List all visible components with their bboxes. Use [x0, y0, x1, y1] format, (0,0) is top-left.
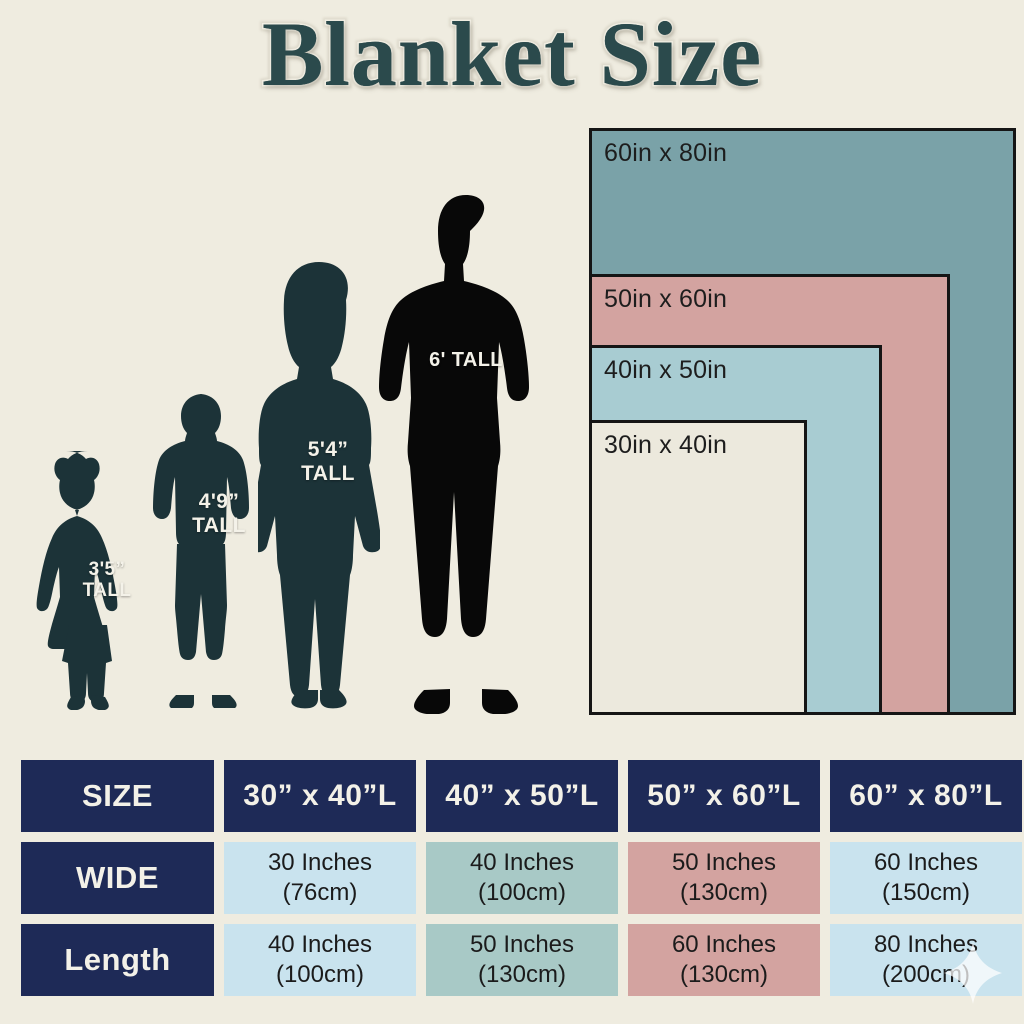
- table-rowheader-size: SIZE: [21, 760, 214, 832]
- silhouette-man: 6' TALL: [376, 193, 556, 714]
- silhouette-girl-label: 3'5” TALL: [62, 559, 152, 602]
- rect-30x40-label: 30in x 40in: [604, 431, 728, 459]
- silhouette-boy: 4'9” TALL: [148, 390, 258, 708]
- length-1-inches: 40 Inches: [267, 931, 373, 958]
- length-4-inches: 80 Inches: [873, 931, 979, 958]
- rect-50x60-label: 50in x 60in: [604, 285, 728, 313]
- length-2-inches: 50 Inches: [469, 931, 575, 958]
- wide-2-inches: 40 Inches: [469, 849, 575, 876]
- silhouette-woman: 5'4” TALL: [258, 260, 380, 712]
- wide-2-cm: (100cm): [477, 879, 566, 906]
- silhouette-woman-height: 5'4”: [307, 438, 349, 461]
- wide-1-inches: 30 Inches: [267, 849, 373, 876]
- length-3-cm: (130cm): [679, 961, 768, 988]
- table-cell-wide-2: 40 Inches (100cm): [426, 842, 618, 914]
- table-cell-wide-4: 60 Inches (150cm): [830, 842, 1022, 914]
- table-rowheader-length: Length: [21, 924, 214, 996]
- table-cell-length-1: 40 Inches (100cm): [224, 924, 416, 996]
- table-cell-length-2: 50 Inches (130cm): [426, 924, 618, 996]
- table-cell-wide-1: 30 Inches (76cm): [224, 842, 416, 914]
- silhouette-girl-height: 3'5”: [88, 559, 126, 580]
- page-title-shadow: Blanket Size: [258, 1, 764, 108]
- rect-40x50-label: 40in x 50in: [604, 356, 728, 384]
- length-4-cm: (200cm): [881, 961, 970, 988]
- silhouette-boy-unit: TALL: [192, 513, 246, 537]
- silhouette-girl: 3'5” TALL: [28, 445, 148, 710]
- table-colheader-60x80: 60” x 80”L: [830, 760, 1022, 832]
- size-comparison-rectangles: 60in x 80in 50in x 60in 40in x 50in 30in…: [589, 128, 1019, 718]
- table-rowheader-wide: WIDE: [21, 842, 214, 914]
- silhouette-man-height: 6': [429, 349, 446, 371]
- silhouette-woman-unit: TALL: [301, 461, 355, 485]
- wide-3-cm: (130cm): [679, 879, 768, 906]
- length-1-cm: (100cm): [275, 961, 364, 988]
- wide-1-cm: (76cm): [282, 879, 358, 906]
- wide-4-cm: (150cm): [881, 879, 970, 906]
- table-cell-length-3: 60 Inches (130cm): [628, 924, 820, 996]
- silhouette-woman-label: 5'4” TALL: [280, 438, 376, 485]
- silhouette-man-unit: TALL: [451, 349, 503, 371]
- silhouette-girl-unit: TALL: [82, 580, 132, 602]
- table-colheader-50x60: 50” x 60”L: [628, 760, 820, 832]
- rect-60x80-label: 60in x 80in: [604, 139, 728, 167]
- silhouette-man-label: 6' TALL: [418, 349, 514, 371]
- silhouette-boy-label: 4'9” TALL: [174, 490, 264, 537]
- size-spec-table: SIZE 30” x 40”L 40” x 50”L 50” x 60”L 60…: [21, 760, 1022, 996]
- rect-30x40: 30in x 40in: [589, 420, 807, 715]
- length-2-cm: (130cm): [477, 961, 566, 988]
- table-colheader-30x40: 30” x 40”L: [224, 760, 416, 832]
- wide-4-inches: 60 Inches: [873, 849, 979, 876]
- length-3-inches: 60 Inches: [671, 931, 777, 958]
- wide-3-inches: 50 Inches: [671, 849, 777, 876]
- page-title: Blanket Size: [260, 3, 763, 106]
- table-colheader-40x50: 40” x 50”L: [426, 760, 618, 832]
- table-cell-length-4: 80 Inches (200cm): [830, 924, 1022, 996]
- silhouette-boy-height: 4'9”: [198, 490, 240, 513]
- table-cell-wide-3: 50 Inches (130cm): [628, 842, 820, 914]
